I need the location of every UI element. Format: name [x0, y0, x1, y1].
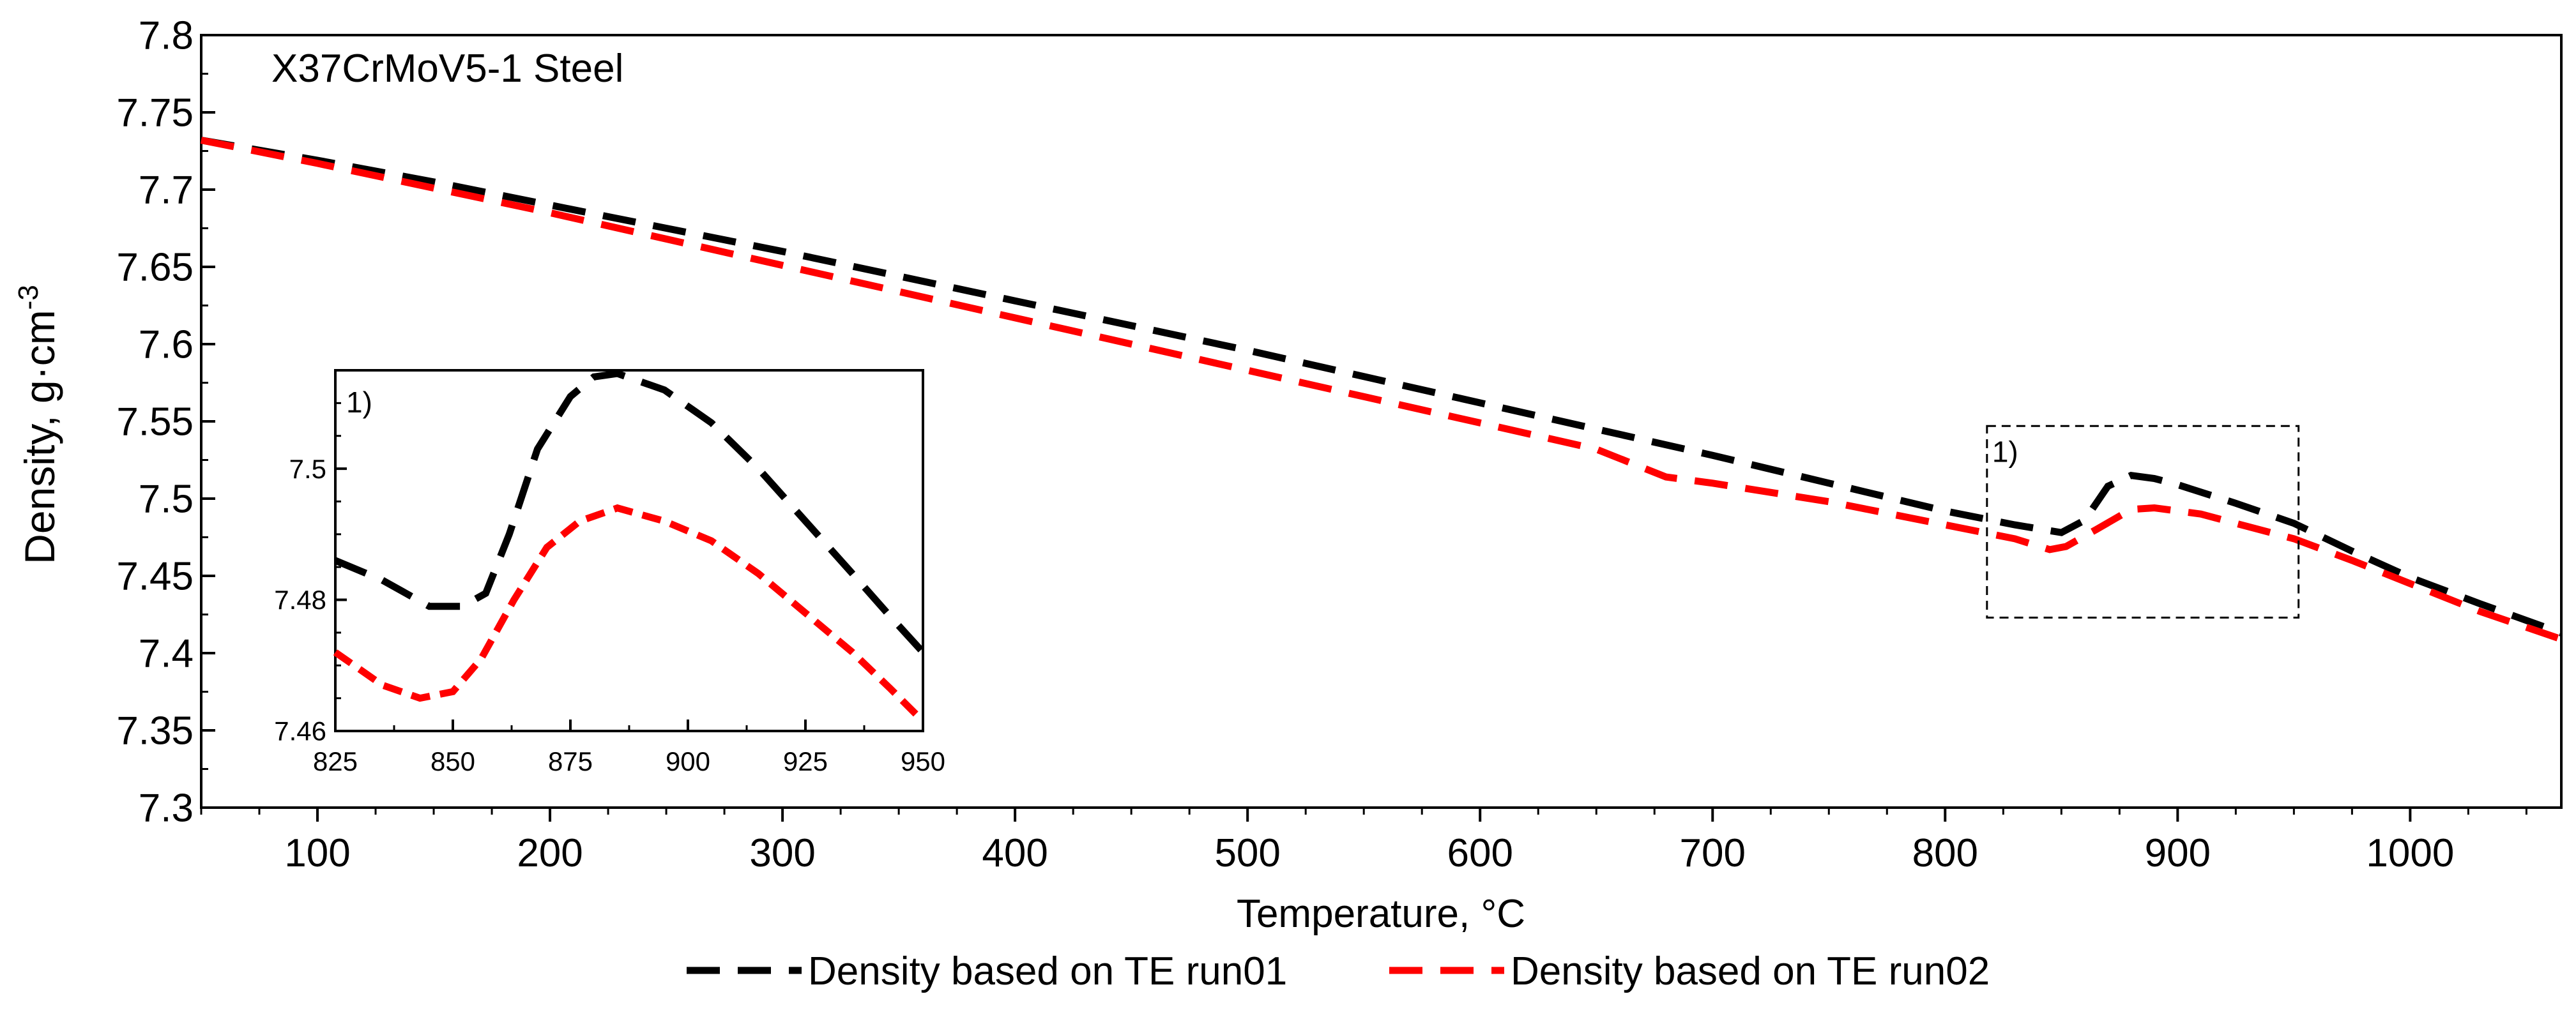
inset-xtick-label: 825 — [313, 746, 358, 776]
zoom-region-label: 1) — [1992, 435, 2018, 468]
inset-xtick-label: 850 — [431, 746, 475, 776]
y-axis-label-text: Density, g·cm — [16, 310, 63, 564]
main-ytick-label: 7.75 — [116, 91, 194, 135]
main-xtick-label: 600 — [1447, 831, 1513, 875]
main-x-ticks: 100 200 300 400 500 600 700 800 900 1000 — [284, 808, 2454, 875]
y-axis-label-exponent: -3 — [13, 285, 44, 310]
inset-ytick-label: 7.46 — [274, 716, 326, 746]
main-ytick-label: 7.4 — [139, 632, 194, 676]
legend-run01-label: Density based on TE run01 — [808, 949, 1287, 993]
main-xtick-label: 400 — [982, 831, 1048, 875]
main-minor-ticks — [200, 34, 2527, 815]
inset-xtick-label: 900 — [666, 746, 710, 776]
main-ytick-label: 7.6 — [139, 323, 194, 367]
main-ytick-label: 7.5 — [139, 478, 194, 522]
main-xtick-label: 1000 — [2366, 831, 2454, 875]
legend: Density based on TE run01 Density based … — [687, 949, 1990, 993]
inset-y-ticks: 7.46 7.48 7.5 — [274, 454, 347, 746]
main-xtick-label: 100 — [284, 831, 350, 875]
main-ytick-label: 7.45 — [116, 555, 194, 599]
main-series-run01-line — [201, 137, 2563, 637]
main-xtick-label: 700 — [1680, 831, 1746, 875]
zoom-region-box — [1986, 425, 2300, 619]
main-ytick-label: 7.8 — [139, 14, 194, 58]
main-series-run02-line — [200, 137, 2563, 643]
main-y-ticks: 7.3 7.35 7.4 7.45 7.5 7.55 7.6 7.65 7.7 7.75 7.8 — [116, 14, 215, 831]
main-xtick-label: 900 — [2145, 831, 2211, 875]
main-ytick-label: 7.35 — [116, 709, 194, 753]
inset-label: 1) — [346, 386, 372, 419]
main-ytick-label: 7.65 — [116, 246, 194, 290]
main-ytick-label: 7.3 — [139, 787, 194, 831]
inset-xtick-label: 950 — [901, 746, 945, 776]
inset-xtick-label: 875 — [548, 746, 593, 776]
inset-x-ticks: 825 850 875 900 925 950 — [313, 720, 945, 776]
main-xtick-label: 200 — [517, 831, 583, 875]
inset-ytick-label: 7.5 — [289, 454, 326, 484]
main-ytick-label: 7.55 — [116, 400, 194, 444]
inset-minor-ticks — [334, 369, 924, 732]
inset-series-run02-line — [333, 504, 926, 724]
main-xtick-label: 500 — [1214, 831, 1280, 875]
main-xtick-label: 800 — [1912, 831, 1978, 875]
y-axis-label: Density, g·cm-3 — [13, 285, 63, 564]
legend-run02-label: Density based on TE run02 — [1511, 949, 1990, 993]
main-ytick-label: 7.7 — [139, 169, 194, 213]
inset-xtick-label: 925 — [783, 746, 828, 776]
chart-title: X37CrMoV5-1 Steel — [271, 47, 623, 91]
inset-ytick-label: 7.48 — [274, 585, 326, 615]
main-xtick-label: 300 — [749, 831, 815, 875]
inset-series-run01-line — [333, 370, 926, 655]
x-axis-label: Temperature, °C — [1237, 892, 1525, 936]
